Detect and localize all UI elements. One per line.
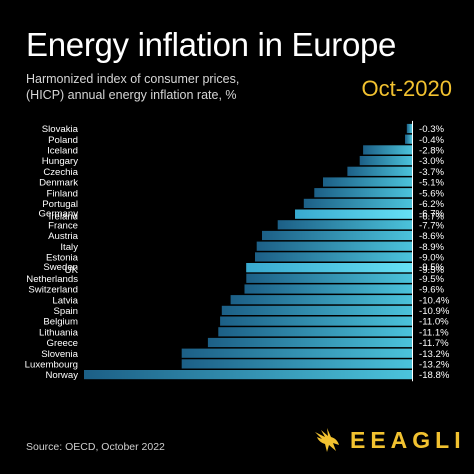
bar-norway bbox=[84, 370, 412, 380]
category-label-estonia: Estonia bbox=[46, 253, 79, 264]
bar-ireland bbox=[295, 209, 412, 219]
value-label-sweden: -9.5% bbox=[419, 262, 445, 273]
bar-slovenia bbox=[181, 348, 412, 358]
bar-poland bbox=[405, 134, 412, 144]
value-label-denmark: -5.1% bbox=[419, 178, 445, 189]
category-label-netherlands: Netherlands bbox=[26, 274, 78, 285]
chart-subtitle: Harmonized index of consumer prices, (HI… bbox=[26, 72, 240, 102]
period-label: Oct-2020 bbox=[361, 76, 453, 101]
value-label-germany: -6.7% bbox=[419, 209, 445, 220]
value-label-netherlands: -9.5% bbox=[419, 274, 445, 285]
value-label-norway: -18.8% bbox=[419, 370, 450, 381]
value-label-estonia: -9.0% bbox=[419, 253, 445, 264]
value-label-france: -7.7% bbox=[419, 220, 445, 231]
category-label-slovakia: Slovakia bbox=[42, 124, 79, 135]
value-label-hungary: -3.0% bbox=[419, 156, 445, 167]
value-label-switzerland: -9.6% bbox=[419, 285, 445, 296]
value-label-belgium: -11.0% bbox=[419, 317, 449, 328]
category-label-greece: Greece bbox=[47, 338, 78, 349]
bar-estonia bbox=[255, 252, 412, 262]
bar-luxembourg bbox=[181, 359, 412, 369]
brand-name: EEAGLI bbox=[350, 426, 466, 453]
value-label-czechia: -3.7% bbox=[419, 167, 445, 178]
category-label-poland: Poland bbox=[48, 135, 78, 146]
category-label-denmark: Denmark bbox=[39, 178, 78, 189]
value-label-lithuania: -11.1% bbox=[419, 327, 449, 338]
bar-lithuania bbox=[218, 327, 412, 337]
eagle-icon bbox=[315, 428, 339, 452]
value-label-luxembourg: -13.2% bbox=[419, 360, 450, 371]
category-label-latvia: Latvia bbox=[52, 295, 78, 306]
category-label-finland: Finland bbox=[47, 188, 78, 199]
value-label-iceland: -2.8% bbox=[419, 146, 445, 157]
category-label-france: France bbox=[48, 220, 78, 231]
category-label-slovenia: Slovenia bbox=[41, 349, 78, 360]
value-label-poland: -0.4% bbox=[419, 135, 445, 146]
bar-switzerland bbox=[244, 284, 412, 294]
bar-greece bbox=[207, 337, 412, 348]
category-labels-group: SlovakiaPolandIcelandHungaryCzechiaDenma… bbox=[25, 124, 79, 381]
bar-finland bbox=[314, 188, 412, 198]
category-label-norway: Norway bbox=[45, 370, 78, 381]
chart-title: Energy inflation in Europe bbox=[26, 26, 397, 63]
value-label-uk: -9.5% bbox=[419, 265, 445, 276]
brand-logo: EEAGLI bbox=[312, 425, 466, 455]
category-label-belgium: Belgium bbox=[43, 317, 78, 328]
category-label-hungary: Hungary bbox=[42, 156, 78, 167]
value-label-latvia: -10.4% bbox=[419, 295, 450, 306]
source-note: Source: OECD, October 2022 bbox=[26, 441, 165, 453]
category-label-luxembourg: Luxembourg bbox=[25, 360, 78, 371]
bar-belgium bbox=[220, 316, 412, 326]
bar-netherlands bbox=[246, 273, 412, 283]
bar-uk bbox=[246, 263, 412, 273]
category-label-uk: UK bbox=[65, 265, 79, 276]
bars-group bbox=[84, 123, 412, 380]
category-label-czechia: Czechia bbox=[43, 167, 78, 178]
value-label-greece: -11.7% bbox=[419, 338, 449, 349]
value-label-slovakia: -0.3% bbox=[419, 124, 445, 135]
value-label-finland: -5.6% bbox=[419, 188, 445, 199]
value-label-portugal: -6.2% bbox=[419, 199, 445, 210]
category-label-spain: Spain bbox=[53, 306, 78, 317]
category-label-switzerland: Switzerland bbox=[28, 285, 78, 296]
category-label-italy: Italy bbox=[60, 242, 78, 253]
bar-iceland bbox=[363, 145, 412, 155]
bar-slovakia bbox=[406, 123, 412, 134]
value-label-austria: -8.6% bbox=[419, 231, 445, 242]
bar-denmark bbox=[323, 177, 412, 187]
value-label-italy: -8.9% bbox=[419, 242, 445, 253]
bar-portugal bbox=[303, 198, 412, 208]
value-label-ireland: -6.7% bbox=[419, 212, 445, 223]
bar-france bbox=[277, 220, 412, 230]
category-label-germany: Germany bbox=[39, 209, 79, 220]
category-label-ireland: Ireland bbox=[49, 212, 78, 223]
bar-czechia bbox=[347, 166, 412, 176]
value-label-spain: -10.9% bbox=[419, 306, 450, 317]
bar-austria bbox=[262, 230, 412, 241]
bar-hungary bbox=[359, 156, 412, 166]
category-label-sweden: Sweden bbox=[43, 262, 78, 273]
category-label-portugal: Portugal bbox=[42, 199, 78, 210]
value-labels-group: -0.3%-0.4%-2.8%-3.0%-3.7%-5.1%-5.6%-6.2%… bbox=[419, 124, 450, 381]
bar-latvia bbox=[230, 295, 412, 305]
category-label-iceland: Iceland bbox=[47, 146, 78, 157]
category-label-lithuania: Lithuania bbox=[39, 327, 79, 338]
category-label-austria: Austria bbox=[48, 231, 79, 242]
bar-spain bbox=[221, 305, 412, 315]
value-label-slovenia: -13.2% bbox=[419, 349, 450, 360]
bar-italy bbox=[256, 241, 412, 251]
